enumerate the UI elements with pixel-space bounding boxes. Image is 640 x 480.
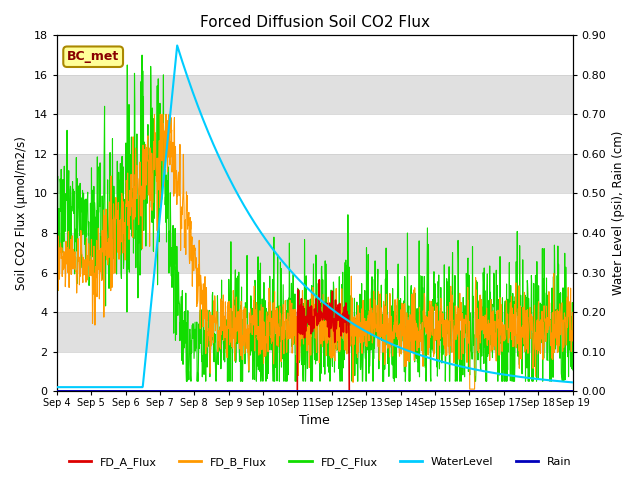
Legend: FD_A_Flux, FD_B_Flux, FD_C_Flux, WaterLevel, Rain: FD_A_Flux, FD_B_Flux, FD_C_Flux, WaterLe… <box>64 452 576 472</box>
Bar <box>57 312 573 351</box>
X-axis label: Time: Time <box>300 414 330 427</box>
Bar <box>57 154 573 193</box>
Text: BC_met: BC_met <box>67 50 119 63</box>
Y-axis label: Water Level (psi), Rain (cm): Water Level (psi), Rain (cm) <box>612 131 625 295</box>
Title: Forced Diffusion Soil CO2 Flux: Forced Diffusion Soil CO2 Flux <box>200 15 429 30</box>
Bar <box>57 75 573 114</box>
Y-axis label: Soil CO2 Flux (μmol/m2/s): Soil CO2 Flux (μmol/m2/s) <box>15 136 28 290</box>
Bar <box>57 0 573 36</box>
Bar <box>57 233 573 273</box>
